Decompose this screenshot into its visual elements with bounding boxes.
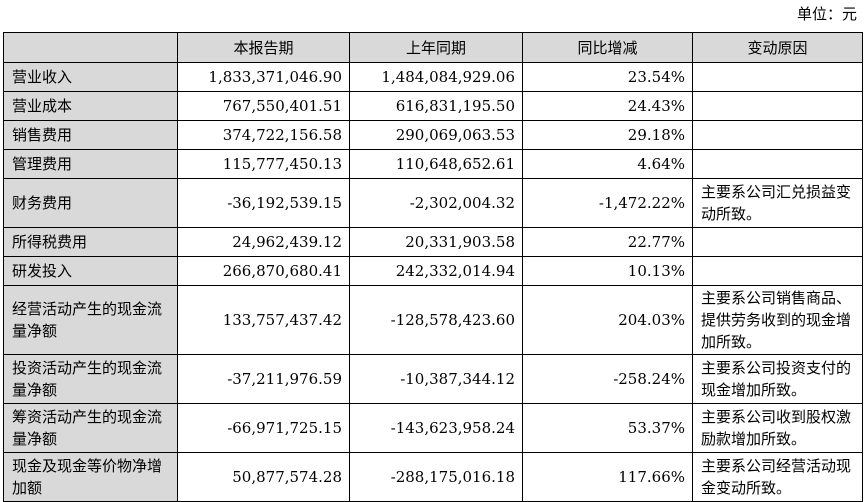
row-previous: 1,484,084,929.06 (349, 62, 523, 92)
row-item: 营业成本 (3, 91, 178, 121)
row-reason: 主要系公司销售商品、提供劳务收到的现金增加所致。 (692, 285, 863, 355)
row-reason: 主要系公司投资支付的现金增加所致。 (692, 354, 863, 404)
row-reason (692, 256, 863, 286)
row-current: 24,962,439.12 (177, 227, 350, 257)
unit-label: 单位：元 (796, 5, 857, 23)
row-item: 现金及现金等价物净增加额 (3, 452, 178, 502)
table-row: 经营活动产生的现金流量净额 133,757,437.42 -128,578,42… (3, 285, 863, 355)
row-change: 23.54% (522, 62, 693, 92)
row-previous: 290,069,063.53 (349, 120, 523, 150)
table-header-row: 本报告期 上年同期 同比增减 变动原因 (3, 32, 863, 63)
row-change: 4.64% (522, 149, 693, 179)
header-yoy-change: 同比增减 (522, 32, 693, 63)
row-item: 管理费用 (3, 149, 178, 179)
row-item: 销售费用 (3, 120, 178, 150)
row-current: 115,777,450.13 (177, 149, 350, 179)
table-row: 投资活动产生的现金流量净额 -37,211,976.59 -10,387,344… (3, 354, 863, 404)
row-item: 营业收入 (3, 62, 178, 92)
table-row: 管理费用 115,777,450.13 110,648,652.61 4.64% (3, 149, 863, 179)
row-previous: -10,387,344.12 (349, 354, 523, 404)
header-current-period: 本报告期 (177, 32, 350, 63)
table-row: 现金及现金等价物净增加额 50,877,574.28 -288,175,016.… (3, 452, 863, 502)
header-item (3, 32, 178, 63)
header-previous-period: 上年同期 (349, 32, 523, 63)
row-previous: 616,831,195.50 (349, 91, 523, 121)
row-change: 53.37% (522, 403, 693, 453)
row-reason: 主要系公司收到股权激励款增加所致。 (692, 403, 863, 453)
row-current: -66,971,725.15 (177, 403, 350, 453)
row-previous: -143,623,958.24 (349, 403, 523, 453)
row-change: 204.03% (522, 285, 693, 355)
row-current: 374,722,156.58 (177, 120, 350, 150)
row-item: 所得税费用 (3, 227, 178, 257)
row-reason (692, 227, 863, 257)
table-row: 营业成本 767,550,401.51 616,831,195.50 24.43… (3, 91, 863, 121)
table-row: 筹资活动产生的现金流量净额 -66,971,725.15 -143,623,95… (3, 403, 863, 453)
row-item: 投资活动产生的现金流量净额 (3, 354, 178, 404)
header-change-reason: 变动原因 (692, 32, 863, 63)
row-change: 10.13% (522, 256, 693, 286)
row-item: 研发投入 (3, 256, 178, 286)
financial-comparison-table: 本报告期 上年同期 同比增减 变动原因 营业收入 1,833,371,046.9… (3, 32, 863, 502)
table-row: 财务费用 -36,192,539.15 -2,302,004.32 -1,472… (3, 178, 863, 228)
row-current: -37,211,976.59 (177, 354, 350, 404)
row-current: 1,833,371,046.90 (177, 62, 350, 92)
row-reason (692, 149, 863, 179)
row-previous: 242,332,014.94 (349, 256, 523, 286)
row-reason (692, 91, 863, 121)
row-previous: 110,648,652.61 (349, 149, 523, 179)
row-reason: 主要系公司汇兑损益变动所致。 (692, 178, 863, 228)
row-change: -258.24% (522, 354, 693, 404)
row-current: -36,192,539.15 (177, 178, 350, 228)
row-previous: -128,578,423.60 (349, 285, 523, 355)
row-previous: -2,302,004.32 (349, 178, 523, 228)
row-item: 财务费用 (3, 178, 178, 228)
row-reason: 主要系公司经营活动现金变动所致。 (692, 452, 863, 502)
row-change: 24.43% (522, 91, 693, 121)
row-change: 29.18% (522, 120, 693, 150)
table-row: 销售费用 374,722,156.58 290,069,063.53 29.18… (3, 120, 863, 150)
row-reason (692, 120, 863, 150)
row-change: 117.66% (522, 452, 693, 502)
row-item: 经营活动产生的现金流量净额 (3, 285, 178, 355)
row-previous: -288,175,016.18 (349, 452, 523, 502)
row-current: 133,757,437.42 (177, 285, 350, 355)
table-row: 营业收入 1,833,371,046.90 1,484,084,929.06 2… (3, 62, 863, 92)
row-current: 50,877,574.28 (177, 452, 350, 502)
row-current: 767,550,401.51 (177, 91, 350, 121)
table-row: 研发投入 266,870,680.41 242,332,014.94 10.13… (3, 256, 863, 286)
table-row: 所得税费用 24,962,439.12 20,331,903.58 22.77% (3, 227, 863, 257)
row-current: 266,870,680.41 (177, 256, 350, 286)
row-change: -1,472.22% (522, 178, 693, 228)
row-previous: 20,331,903.58 (349, 227, 523, 257)
row-reason (692, 62, 863, 92)
row-item: 筹资活动产生的现金流量净额 (3, 403, 178, 453)
row-change: 22.77% (522, 227, 693, 257)
